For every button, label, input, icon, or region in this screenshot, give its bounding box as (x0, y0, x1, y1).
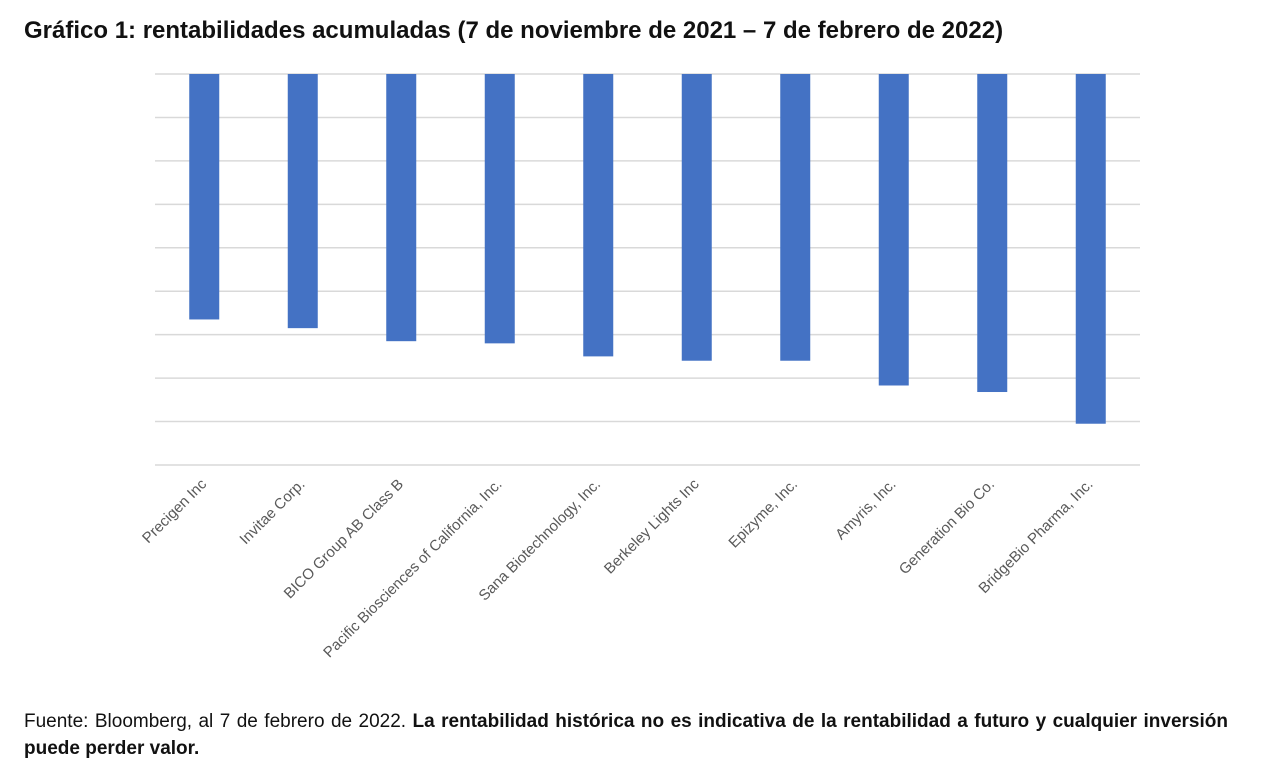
bar (386, 74, 417, 342)
footnote: Fuente: Bloomberg, al 7 de febrero de 20… (24, 708, 1228, 762)
disclaimer: La rentabilidad histórica no es indicati… (24, 711, 1228, 759)
category-label: Epizyme, Inc. (725, 476, 801, 552)
bars (189, 74, 1106, 424)
bar (484, 74, 515, 344)
bar (1075, 74, 1106, 424)
category-label: Generation Bio Co. (896, 476, 998, 578)
bar (681, 74, 712, 361)
chart-title: Gráfico 1: rentabilidades acumuladas (7 … (24, 17, 1004, 44)
category-label: Berkeley Lights Inc (601, 475, 703, 577)
bar (287, 74, 318, 329)
bar (977, 74, 1008, 393)
category-labels: Precigen Inc Invitae Corp.BICO Group AB C… (139, 475, 1096, 661)
bar (583, 74, 614, 357)
category-label: Amyris, Inc. (832, 476, 899, 543)
bar (189, 74, 220, 320)
category-label: Pacific Biosciences of California, Inc. (320, 476, 505, 661)
bar (878, 74, 909, 386)
bar-chart: Precigen Inc Invitae Corp.BICO Group AB C… (139, 73, 1140, 661)
category-label: Precigen Inc (139, 475, 210, 546)
gridlines (155, 73, 1140, 466)
category-label: BridgeBio Pharma, Inc. (975, 476, 1096, 597)
category-label: Invitae Corp. (236, 476, 308, 548)
bar (780, 74, 811, 361)
source-note: Fuente: Bloomberg, al 7 de febrero de 20… (24, 711, 407, 732)
